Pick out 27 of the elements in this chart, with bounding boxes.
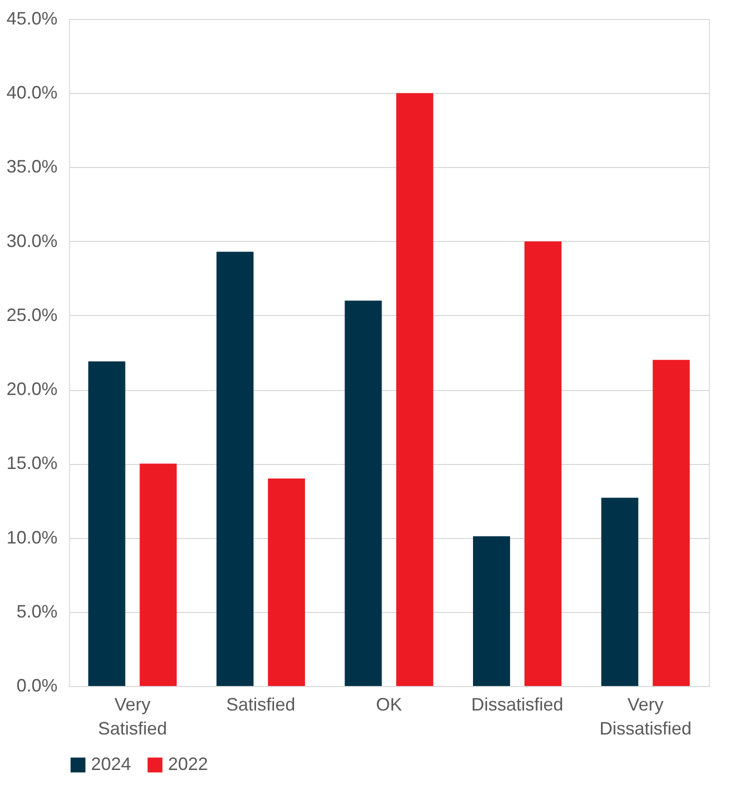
x-tick-label: Satisfied: [226, 694, 296, 714]
legend-label: 2022: [168, 754, 208, 774]
legend-label: 2024: [91, 754, 132, 774]
x-tick-label: Dissatisfied: [471, 694, 564, 714]
bar: [524, 241, 562, 686]
y-tick-label: 20.0%: [6, 379, 58, 400]
y-tick-label: 0.0%: [16, 676, 58, 696]
bar: [344, 300, 382, 686]
y-tick-label: 45.0%: [6, 8, 58, 28]
bar: [652, 360, 690, 686]
y-tick-label: 15.0%: [6, 453, 58, 474]
x-tick-label: Very Dissatisfied: [599, 694, 692, 738]
y-tick-label: 5.0%: [16, 601, 58, 622]
y-tick-label: 25.0%: [6, 304, 58, 325]
x-tick-label: OK: [376, 694, 402, 714]
bar: [88, 361, 126, 686]
bar: [268, 478, 305, 686]
bar: [473, 536, 510, 686]
bar: [601, 498, 638, 686]
x-tick-label: Very Satisfied: [98, 694, 168, 738]
bar: [396, 93, 434, 686]
bar: [216, 252, 254, 686]
y-tick-label: 30.0%: [6, 230, 58, 251]
y-tick-label: 35.0%: [6, 156, 58, 177]
bar: [140, 464, 177, 686]
y-tick-label: 10.0%: [6, 527, 58, 548]
y-tick-label: 40.0%: [6, 82, 58, 103]
